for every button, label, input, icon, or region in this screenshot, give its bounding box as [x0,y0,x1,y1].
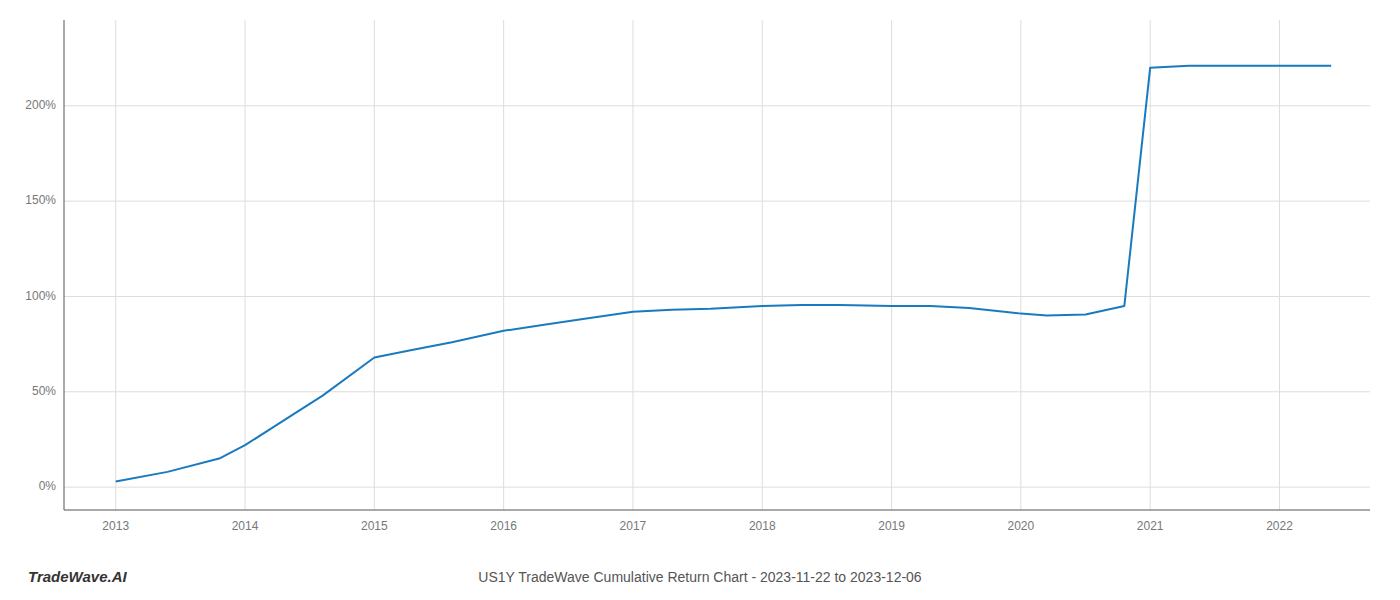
x-tick-label: 2020 [1008,519,1035,533]
x-grid-line [1150,20,1151,510]
x-grid-line [503,20,504,510]
x-tick-label: 2013 [102,519,129,533]
x-axis-line [64,510,1370,511]
x-grid-line [245,20,246,510]
x-tick-label: 2019 [878,519,905,533]
y-grid-line [64,391,1370,392]
chart-svg: 0% 50% 100% 150% 200% 2013 2014 2015 2016 2017 201… [0,0,1400,600]
chart-container: 0% 50% 100% 150% 200% 2013 2014 2015 2016 2017 201… [0,0,1400,600]
x-grid-line [891,20,892,510]
axes: 0% 50% 100% 150% 200% 2013 2014 2015 2016 2017 201… [25,20,1370,533]
plot-area [116,66,1331,482]
x-tick-label: 2021 [1137,519,1164,533]
background [0,0,1400,600]
x-tick-label: 2018 [749,519,776,533]
watermark: TradeWave.AI [28,568,127,585]
grid [64,20,1370,510]
x-grid-line [762,20,763,510]
y-grid-line [64,201,1370,202]
x-grid-line [1279,20,1280,510]
chart-title: US1Y TradeWave Cumulative Return Chart -… [478,569,922,585]
x-tick-label: 2016 [490,519,517,533]
y-grid-line [64,296,1370,297]
y-grid-line [64,105,1370,106]
x-grid-line [632,20,633,510]
y-tick-label: 0% [39,479,57,493]
y-tick-label: 50% [32,384,56,398]
x-grid-line [1020,20,1021,510]
y-axis-line [64,20,65,510]
x-tick-label: 2014 [232,519,259,533]
x-tick-label: 2022 [1266,519,1293,533]
y-grid-line [64,487,1370,488]
data-line [116,66,1331,482]
x-tick-label: 2017 [620,519,647,533]
y-tick-label: 150% [25,193,56,207]
x-grid-line [115,20,116,510]
y-tick-label: 200% [25,98,56,112]
x-tick-label: 2015 [361,519,388,533]
x-grid-line [374,20,375,510]
y-tick-label: 100% [25,289,56,303]
